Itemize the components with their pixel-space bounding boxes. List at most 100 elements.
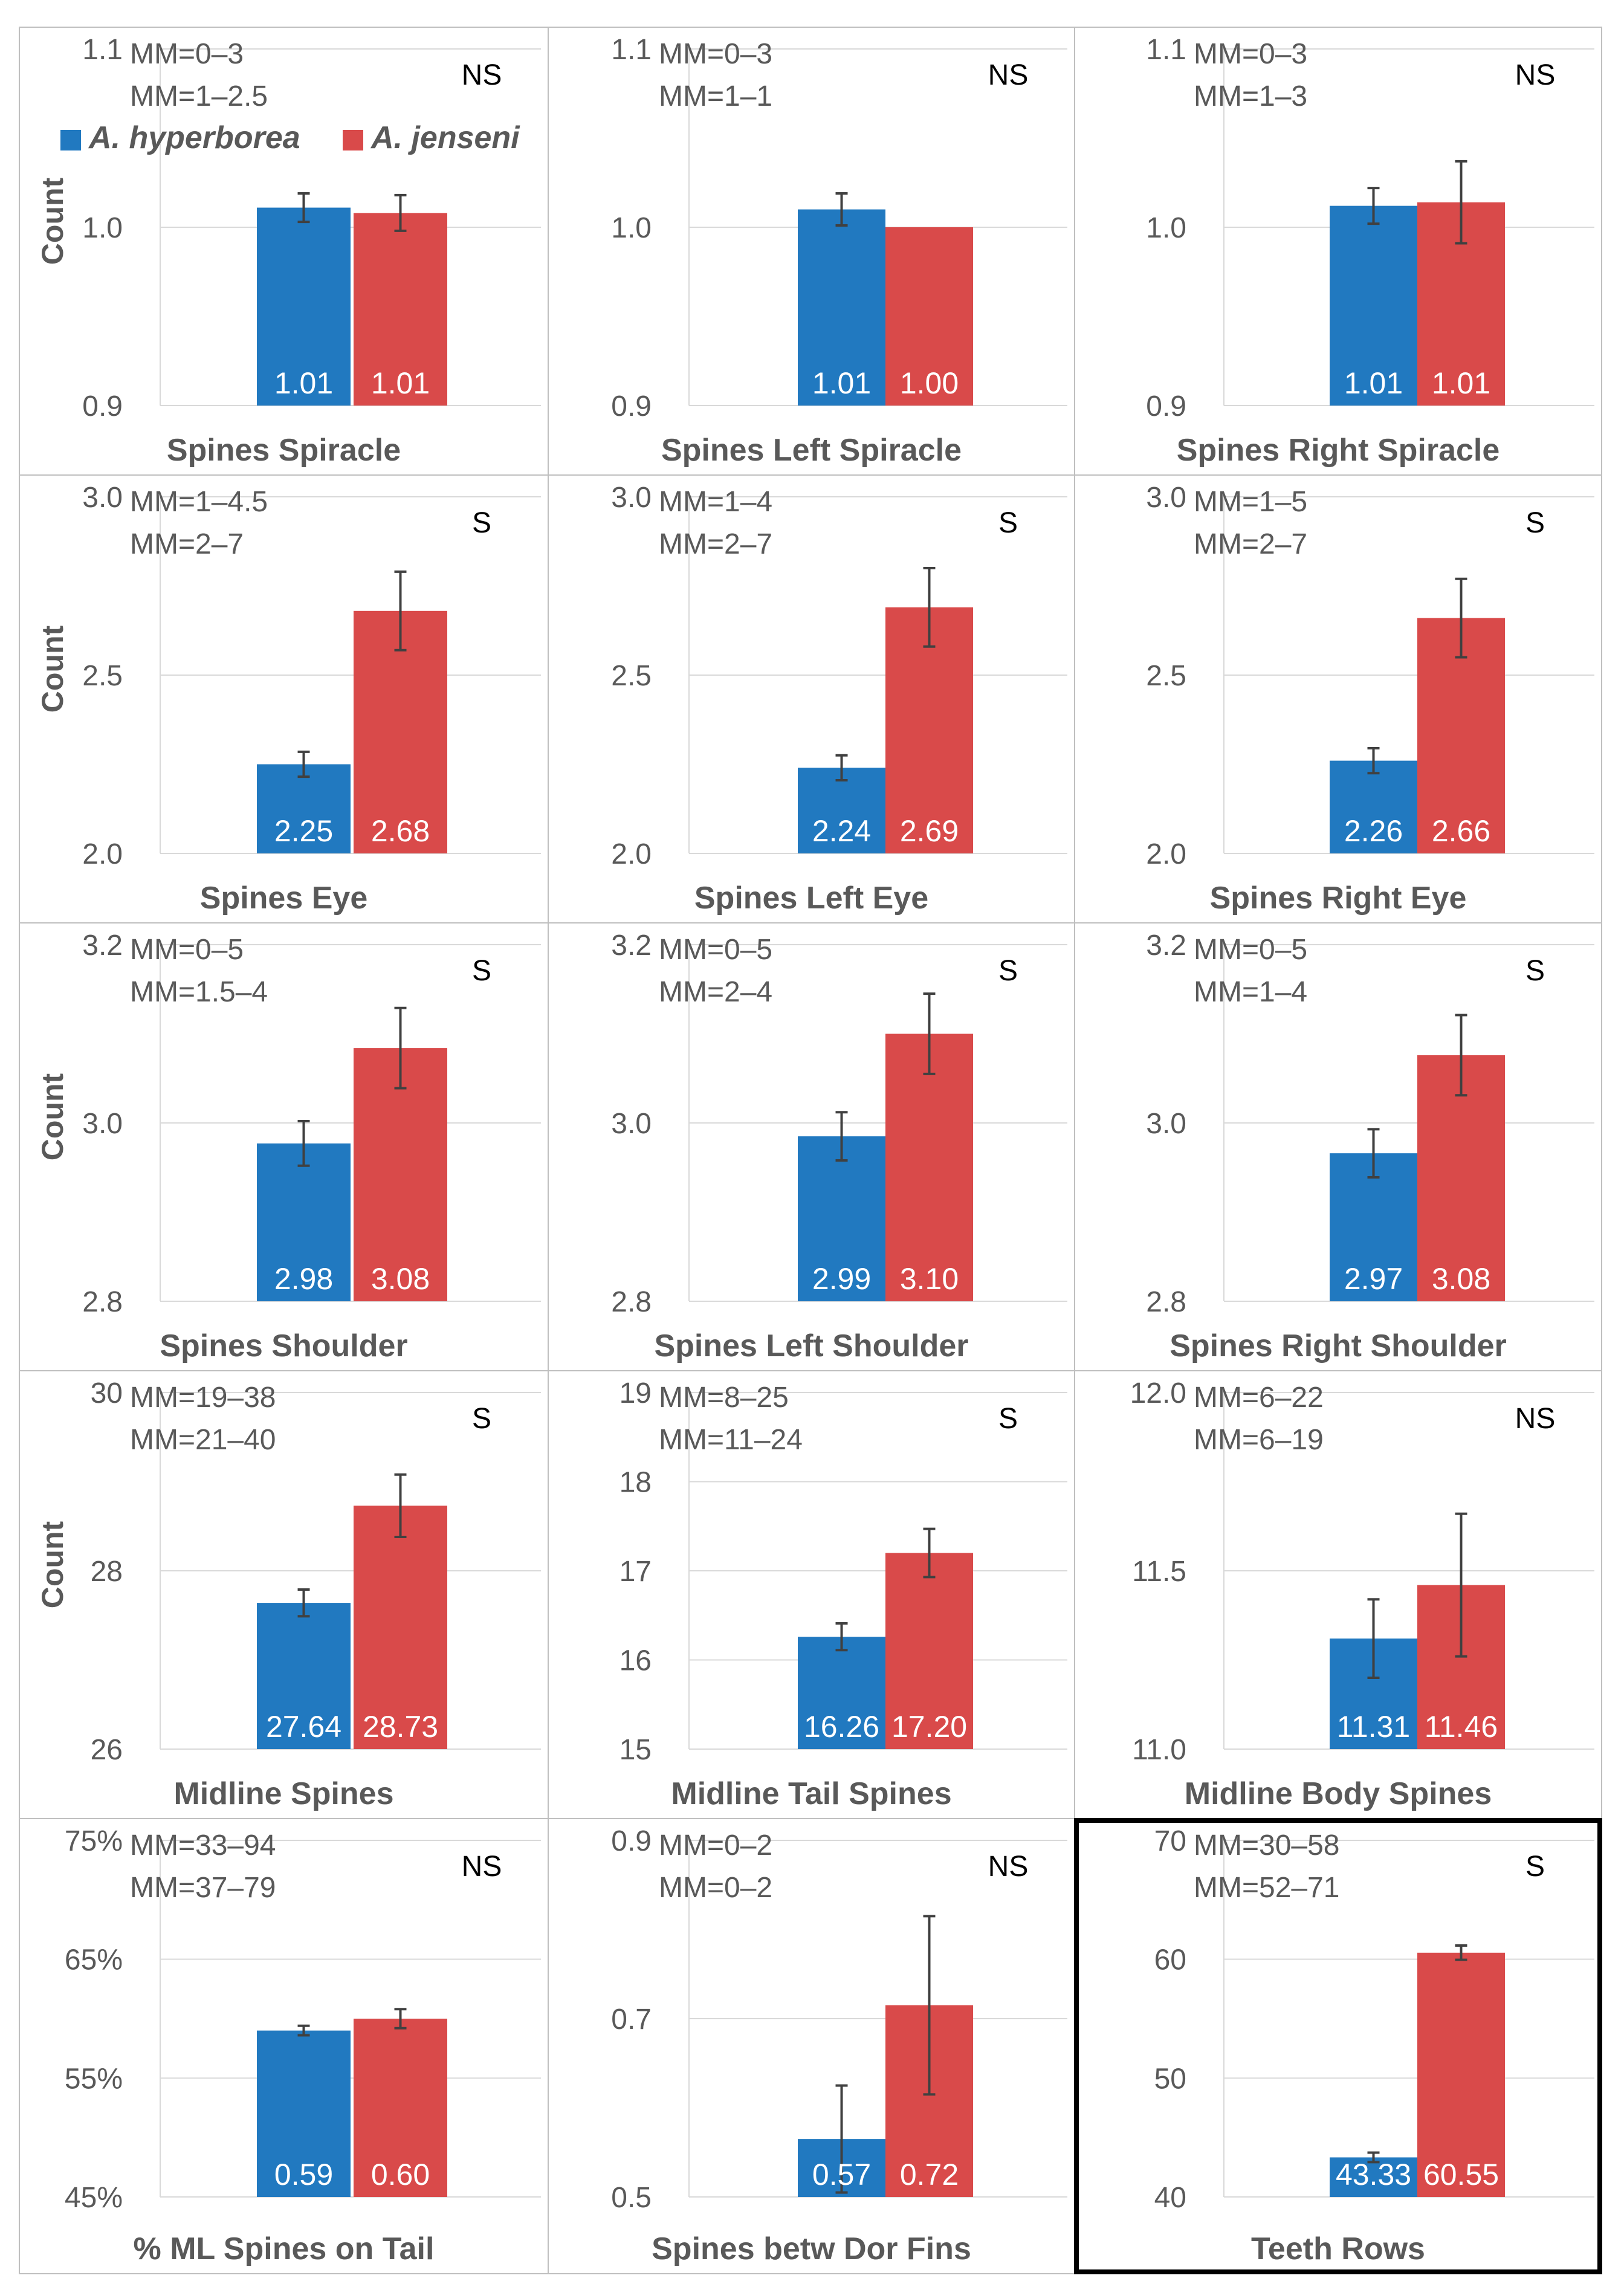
mm-annotation: MM=1–4 (1194, 976, 1307, 1008)
y-tick-label: 26 (91, 1734, 123, 1766)
significance-label: S (998, 1403, 1018, 1435)
y-tick-label: 16 (620, 1645, 652, 1677)
y-tick-label: 3.2 (611, 930, 652, 962)
chart-title: Spines Right Eye (1210, 881, 1467, 916)
chart-panel: 2.0 2.5 3.0 2.24 2.69 Spines Left Eye MM=1–4 MM… (611, 482, 1067, 916)
y-tick-label: 19 (620, 1377, 652, 1409)
significance-label: NS (988, 1851, 1029, 1883)
y-tick-label: 50 (1154, 2063, 1186, 2095)
mm-annotation: MM=1.5–4 (130, 976, 268, 1008)
y-tick-label: 3.0 (82, 482, 123, 514)
bar-jenseni (354, 2019, 447, 2197)
chart-panel: 11.0 11.5 12.0 11.31 11.46 Midline Body Spine… (1130, 1377, 1594, 1811)
bar-hyperborea (257, 2030, 351, 2197)
significance-label: S (1525, 1851, 1545, 1883)
mm-annotation: MM=6–19 (1194, 1424, 1324, 1456)
chart-panel: 0.9 1.0 1.1 1.01 1.00 Spines Left Spiracle MM=… (611, 34, 1067, 468)
y-tick-label: 0.5 (611, 2182, 652, 2214)
mm-annotation: MM=6–22 (1194, 1382, 1324, 1414)
data-label: 2.98 (274, 1262, 333, 1296)
data-label: 17.20 (891, 1710, 967, 1744)
bar-jenseni (354, 1048, 447, 1301)
mm-annotation: MM=2–4 (659, 976, 772, 1008)
mm-annotation: MM=0–2 (659, 1872, 772, 1904)
data-label: 0.72 (900, 2158, 959, 2192)
data-label: 2.97 (1344, 1262, 1403, 1296)
bar-jenseni (354, 213, 447, 406)
legend-label-hyperborea: A. hyperborea (88, 120, 300, 155)
mm-annotation: MM=11–24 (659, 1424, 803, 1456)
chart-panel: 45% 55% 65% 75% 0.59 0.60 % ML Spines on Tail M… (65, 1825, 541, 2266)
bar-jenseni (885, 1553, 973, 1749)
mm-annotation: MM=52–71 (1194, 1872, 1339, 1904)
y-tick-label: 2.0 (1146, 838, 1186, 870)
significance-label: NS (1515, 1403, 1556, 1435)
mm-annotation: MM=1–1 (659, 80, 772, 112)
y-tick-label: 60 (1154, 1944, 1186, 1976)
chart-title: Spines Left Eye (694, 881, 928, 916)
significance-label: NS (1515, 59, 1556, 91)
data-label: 2.66 (1432, 814, 1490, 848)
data-label: 1.01 (812, 366, 871, 400)
bar-jenseni (885, 607, 973, 853)
y-tick-label: 2.5 (611, 660, 652, 692)
mm-annotation: MM=2–7 (1194, 528, 1307, 560)
data-label: 3.10 (900, 1262, 959, 1296)
y-tick-label: 11.0 (1132, 1734, 1186, 1766)
legend-label-jenseni: A. jenseni (370, 120, 520, 155)
y-axis-label: Count (36, 177, 70, 265)
y-tick-label: 1.0 (82, 212, 123, 244)
chart-title: Spines Shoulder (160, 1328, 407, 1363)
y-tick-label: 0.9 (1146, 390, 1186, 422)
y-tick-label: 65% (65, 1944, 123, 1976)
mm-annotation: MM=0–3 (130, 38, 244, 70)
bar-jenseni (885, 1034, 973, 1301)
chart-title: Midline Tail Spines (671, 1776, 951, 1811)
y-tick-label: 2.5 (82, 660, 123, 692)
chart-title: Teeth Rows (1251, 2231, 1425, 2266)
mm-annotation: MM=33–94 (130, 1829, 276, 1862)
chart-panel: 2.0 2.5 3.0 2.26 2.66 Spines Right Eye MM=1–5 M… (1146, 482, 1594, 916)
bar-hyperborea (1330, 205, 1417, 406)
bar-jenseni (354, 1506, 447, 1749)
y-tick-label: 17 (620, 1556, 652, 1588)
y-tick-label: 3.0 (611, 1108, 652, 1140)
y-tick-label: 12.0 (1130, 1377, 1186, 1409)
significance-label: NS (988, 59, 1029, 91)
chart-panel: 0.5 0.7 0.9 0.57 0.72 Spines betw Dor Fins MM=… (611, 1825, 1067, 2266)
bar-hyperborea (798, 1136, 885, 1301)
chart-title: Spines Eye (200, 881, 367, 916)
y-tick-label: 11.5 (1132, 1556, 1186, 1588)
mm-annotation: MM=8–25 (659, 1382, 789, 1414)
data-label: 3.08 (1432, 1262, 1490, 1296)
chart-panel: 2.8 3.0 3.2 2.98 3.08 Spines Shoulder Count MM=… (36, 930, 541, 1363)
data-label: 28.73 (363, 1710, 438, 1744)
y-tick-label: 1.1 (611, 34, 652, 66)
chart-panel: 40 50 60 70 43.33 60.55 Teeth Rows MM=30–58 MM=5… (1074, 1818, 1602, 2274)
mm-annotation: MM=0–2 (659, 1829, 772, 1862)
y-tick-label: 3.0 (82, 1108, 123, 1140)
data-label: 27.64 (266, 1710, 341, 1744)
significance-label: S (998, 507, 1018, 539)
bar-hyperborea (798, 768, 885, 853)
chart-title: % ML Spines on Tail (134, 2231, 435, 2266)
mm-annotation: MM=2–7 (130, 528, 244, 560)
data-label: 1.01 (1344, 366, 1403, 400)
y-tick-label: 2.8 (82, 1286, 123, 1318)
data-label: 2.68 (371, 814, 430, 848)
y-tick-label: 1.0 (611, 212, 652, 244)
legend-swatch-jenseni (343, 130, 363, 150)
mm-annotation: MM=0–3 (1194, 38, 1307, 70)
data-label: 3.08 (371, 1262, 430, 1296)
y-tick-label: 0.7 (611, 2004, 652, 2036)
legend-swatch-hyperborea (60, 130, 81, 150)
chart-title: Spines Spiracle (167, 433, 401, 468)
data-label: 2.24 (812, 814, 871, 848)
chart-title: Midline Body Spines (1185, 1776, 1492, 1811)
data-label: 1.01 (371, 366, 430, 400)
y-tick-label: 3.0 (1146, 482, 1186, 514)
highlight-frame (1074, 1818, 1602, 2274)
significance-label: S (472, 507, 491, 539)
